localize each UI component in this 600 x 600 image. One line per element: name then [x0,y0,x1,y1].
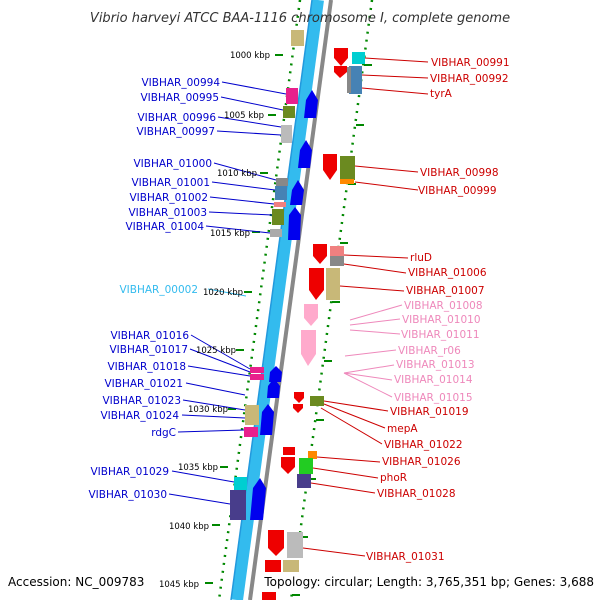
reverse-strand-labels: VIBHAR_00994 VIBHAR_00995 VIBHAR_00996 V… [88,77,220,501]
kbp-label: 1020 kbp [203,288,243,298]
kbp-label: 1045 kbp [159,580,199,590]
gene-label: VIBHAR_01028 [377,488,456,500]
gene-label: VIBHAR_00998 [420,167,499,179]
gene-label-pseudo: VIBHAR_01013 [396,359,475,371]
gene-label: rdgC [151,427,176,439]
kbp-label: 1030 kbp [188,405,228,415]
gene-label: VIBHAR_01000 [133,158,212,170]
gene-label: VIBHAR_01024 [100,410,179,422]
gene-label: VIBHAR_01021 [104,378,183,390]
gene-label: VIBHAR_01023 [102,395,181,407]
topology-background [258,572,600,592]
gene-label: VIBHAR_01001 [131,177,210,189]
gene-label: VIBHAR_01018 [107,361,186,373]
forward-strand-labels: VIBHAR_00991 VIBHAR_00992 tyrA VIBHAR_00… [366,57,510,563]
accession-label: Accession: NC_009783 [8,575,144,589]
gene-label: VIBHAR_00991 [431,57,510,69]
gene-label: VIBHAR_01031 [366,551,445,563]
gene-label-pseudo: VIBHAR_01015 [394,392,473,404]
guide-ring-outer [289,0,374,600]
gene-label-pseudo: VIBHAR_01011 [401,329,480,341]
backbone-track-blue [231,0,324,600]
kbp-label: 1010 kbp [217,169,257,179]
gene-label: VIBHAR_00999 [418,185,497,197]
gene-label: VIBHAR_01026 [382,456,461,468]
kbp-label: 1005 kbp [224,111,264,121]
gene-label: VIBHAR_01019 [390,406,469,418]
gene-label: VIBHAR_00997 [136,126,215,138]
ruler-ticks [205,54,372,596]
gene-label: rluD [410,252,432,264]
accession-background [4,572,152,592]
gene-label: VIBHAR_01029 [90,466,169,478]
gene-label: VIBHAR_01030 [88,489,167,501]
kbp-label: 1000 kbp [230,51,270,61]
gene-label: VIBHAR_01022 [384,439,463,451]
reverse-strand-genes [230,30,304,520]
reverse-label-connectors [168,81,287,505]
gene-label: VIBHAR_00995 [140,92,219,104]
topology-label: Topology: circular; Length: 3,765,351 bp… [263,575,594,589]
gene-label: VIBHAR_00994 [141,77,220,89]
map-title: Vibrio harveyi ATCC BAA-1116 chromosome … [90,11,510,26]
reverse-strand-arrows [250,90,318,520]
gene-label-pseudo: VIBHAR_01008 [404,300,483,312]
gene-label: phoR [380,472,407,484]
gene-label-pseudo: VIBHAR_r06 [398,345,461,357]
gene-label: VIBHAR_00992 [430,73,509,85]
gene-label-rna: VIBHAR_00002 [119,284,198,296]
gene-label: VIBHAR_01002 [129,192,208,204]
gene-label: mepA [387,423,418,435]
gene-label: VIBHAR_01017 [109,344,188,356]
pseudo-label-connectors [343,304,403,398]
gene-label: tyrA [430,88,453,100]
kbp-label: 1025 kbp [196,346,236,356]
forward-label-connectors [302,57,429,557]
gene-label-pseudo: VIBHAR_01010 [402,314,481,326]
kbp-label: 1015 kbp [210,229,250,239]
gene-label: VIBHAR_01007 [406,285,485,297]
gene-label: VIBHAR_01016 [110,330,189,342]
ruler-labels: 1000 kbp 1005 kbp 1010 kbp 1015 kbp 1020… [159,51,270,590]
gene-label: VIBHAR_01003 [128,207,207,219]
gene-label: VIBHAR_00996 [137,112,216,124]
gene-label: VIBHAR_01006 [408,267,487,279]
kbp-label: 1040 kbp [169,522,209,532]
rna-label-connector [207,288,247,297]
gene-label: VIBHAR_01004 [125,221,204,233]
gene-label-pseudo: VIBHAR_01014 [394,374,473,386]
kbp-label: 1035 kbp [178,463,218,473]
